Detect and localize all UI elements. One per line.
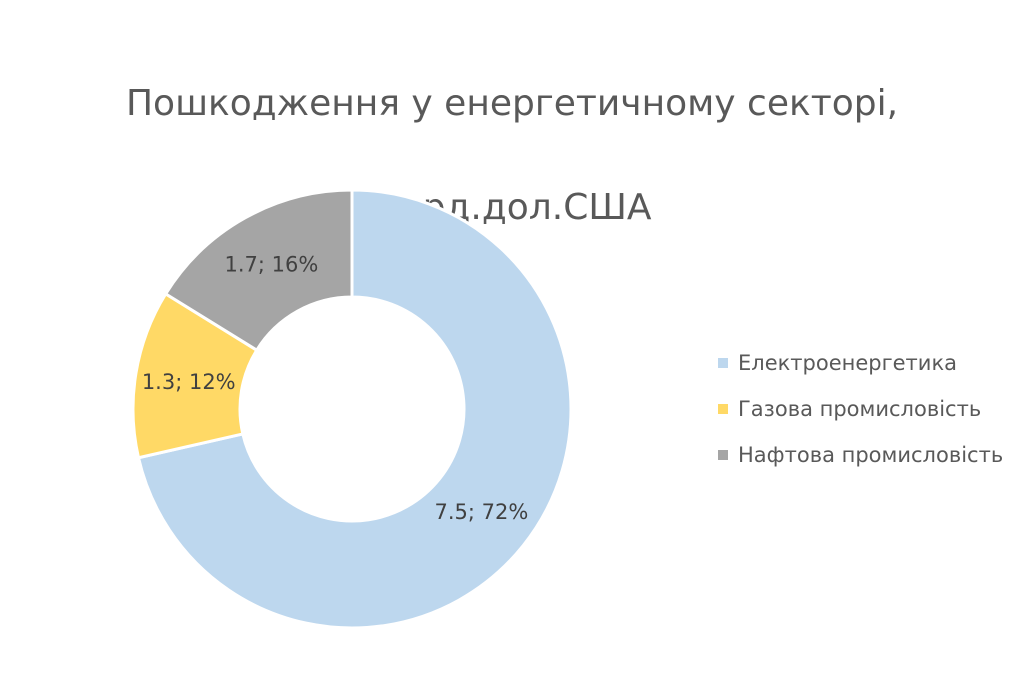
slice-oil	[163, 188, 354, 353]
legend-label-gas: Газова промисловість	[738, 397, 982, 421]
legend-swatch-electricity	[718, 358, 728, 368]
data-label-oil: 1.7; 16%	[224, 252, 318, 276]
legend: Електроенергетика Газова промисловість Н…	[718, 340, 1003, 478]
chart-title-line-1: Пошкодження у енергетичному секторі,	[125, 83, 899, 124]
data-label-electricity: 7.5; 72%	[434, 500, 528, 524]
slice-electricity	[136, 188, 573, 630]
legend-item-gas: Газова промисловість	[718, 386, 1003, 432]
legend-swatch-oil	[718, 450, 728, 460]
data-label-gas: 1.3; 12%	[142, 370, 236, 394]
legend-item-oil: Нафтова промисловість	[718, 432, 1003, 478]
legend-item-electricity: Електроенергетика	[718, 340, 1003, 386]
legend-label-electricity: Електроенергетика	[738, 351, 957, 375]
legend-swatch-gas	[718, 404, 728, 414]
legend-label-oil: Нафтова промисловість	[738, 443, 1004, 467]
